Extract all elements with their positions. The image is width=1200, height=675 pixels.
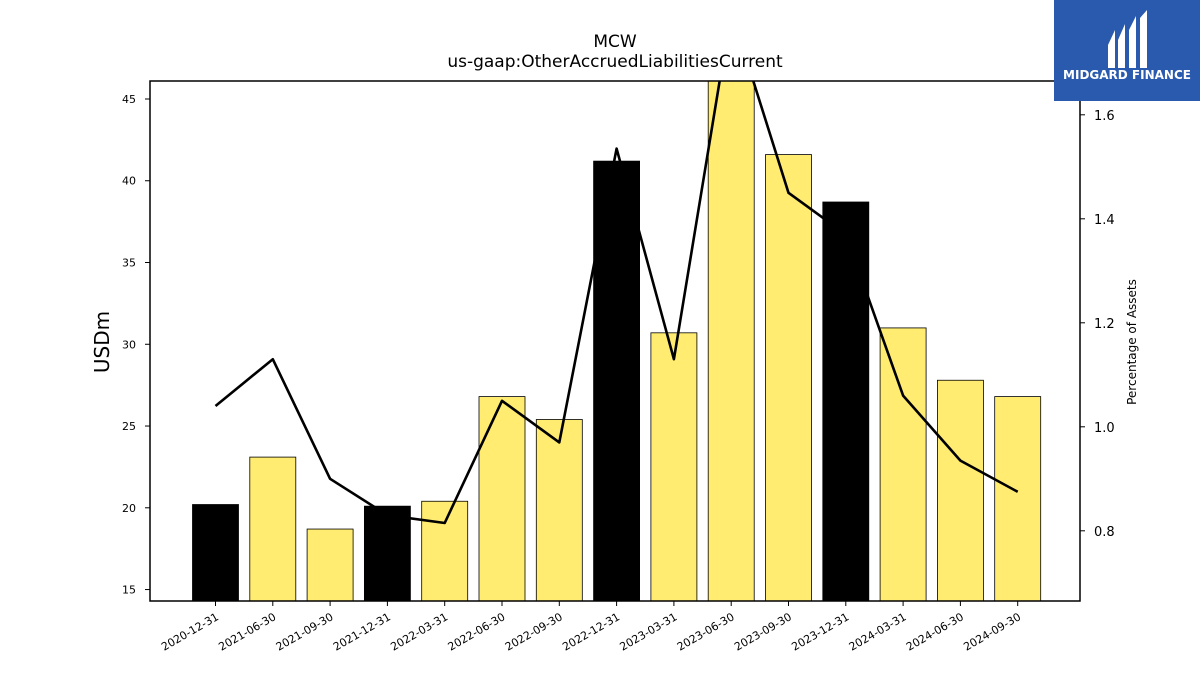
logo-text: MIDGARD FINANCE (1063, 68, 1191, 82)
bar (363, 505, 411, 601)
bar (765, 154, 812, 601)
x-tick-label: 2024-03-31 (847, 610, 909, 653)
x-tick-label: 2022-09-30 (503, 610, 565, 653)
y-axis-label: USDm (90, 310, 114, 374)
x-tick-label: 2021-06-30 (216, 610, 278, 653)
brand-logo: MIDGARD FINANCE (1054, 0, 1200, 101)
bar (879, 327, 927, 601)
x-tick-label: 2021-12-31 (331, 610, 393, 653)
y-tick-label: 30 (122, 338, 136, 351)
x-tick-label: 2023-09-30 (732, 610, 794, 653)
bar (192, 504, 239, 601)
x-tick-label: 2024-06-30 (904, 610, 966, 653)
bar (478, 396, 526, 601)
x-tick-label: 2020-12-31 (159, 610, 221, 653)
chart-subtitle: us-gaap:OtherAccruedLiabilitiesCurrent (447, 52, 783, 72)
bar (306, 528, 354, 601)
x-tick-label: 2023-03-31 (618, 610, 680, 653)
y2-tick-label: 1.6 (1094, 109, 1115, 124)
y-tick-label: 25 (122, 420, 136, 433)
series-line (214, 81, 1019, 525)
y-tick-label: 45 (122, 93, 136, 106)
x-tick-label: 2022-12-31 (560, 610, 622, 653)
y2-axis-label: Percentage of Assets (1125, 279, 1139, 405)
y2-tick-label: 1.2 (1094, 317, 1115, 332)
chart-title: MCW (593, 32, 637, 52)
logo-icon (1108, 10, 1147, 68)
bar (421, 500, 469, 601)
y-tick-label: 35 (122, 257, 136, 270)
bar (822, 201, 870, 601)
bar (707, 81, 755, 601)
y-tick-label: 20 (122, 502, 136, 515)
y2-tick-label: 1.4 (1094, 213, 1115, 228)
y2-tick-label: 0.8 (1094, 525, 1115, 540)
x-tick-label: 2022-06-30 (446, 610, 508, 653)
x-tick-label: 2023-12-31 (789, 610, 851, 653)
bar (937, 379, 984, 601)
bar (535, 419, 583, 601)
bar (593, 160, 640, 601)
y-tick-label: 15 (122, 584, 136, 597)
y-tick-label: 40 (122, 175, 136, 188)
y2-tick-label: 1.0 (1094, 421, 1115, 436)
x-tick-label: 2023-06-30 (675, 610, 737, 653)
bar (994, 396, 1042, 601)
x-tick-label: 2024-09-30 (961, 610, 1023, 653)
bar (249, 456, 297, 601)
x-tick-label: 2021-09-30 (274, 610, 336, 653)
bar (650, 332, 698, 601)
x-tick-label: 2022-03-31 (388, 610, 450, 653)
plot-frame (149, 80, 1081, 602)
